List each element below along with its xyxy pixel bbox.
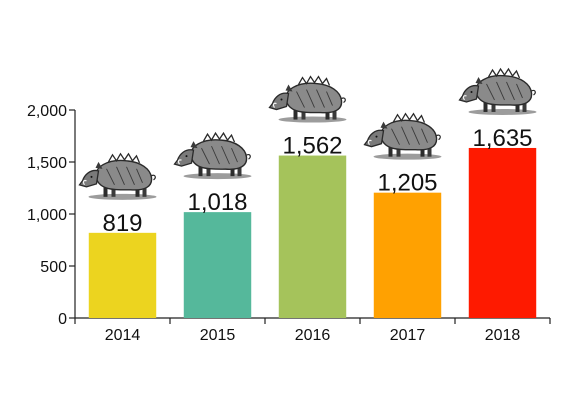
y-tick-label: 500 [40,259,67,276]
bar-2017 [373,192,442,318]
x-tick-label: 2018 [485,327,521,344]
data-label: 819 [102,210,142,237]
y-tick-label: 2,000 [27,103,67,120]
y-tick-label: 1,500 [27,155,67,172]
x-tick-label: 2014 [105,327,141,344]
wild-boar-icon [458,68,538,116]
data-label: 1,635 [472,125,532,152]
wild-boar-icon [173,132,253,180]
data-label: 1,018 [187,189,247,216]
y-tick-label: 1,000 [27,207,67,224]
x-tick-label: 2017 [390,327,426,344]
bar-2016 [278,155,347,318]
data-label: 1,562 [282,133,342,160]
data-label: 1,205 [377,170,437,197]
bar-2015 [183,212,252,318]
bar-2018 [468,147,537,318]
y-tick-label: 0 [58,311,67,328]
wild-boar-icon [363,112,443,161]
wild-boar-icon [268,75,348,124]
x-tick-label: 2015 [200,327,236,344]
wild-boar-icon [78,153,158,201]
x-tick-label: 2016 [295,327,331,344]
bar-2014 [88,232,157,318]
